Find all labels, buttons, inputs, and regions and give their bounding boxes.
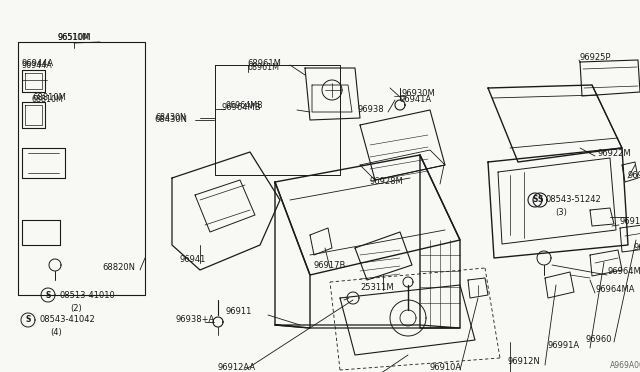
Text: 96941: 96941 (180, 256, 206, 264)
Text: 96960: 96960 (585, 336, 611, 344)
Text: 68810M: 68810M (32, 94, 64, 103)
Text: 96922M: 96922M (597, 148, 630, 157)
Text: 96964MB: 96964MB (222, 103, 262, 112)
Text: 08543-41042: 08543-41042 (40, 315, 96, 324)
Text: 08513-41010: 08513-41010 (60, 291, 116, 299)
Text: 96938+A: 96938+A (175, 315, 214, 324)
Text: 96913M: 96913M (627, 170, 640, 180)
Text: 96925P: 96925P (579, 52, 611, 61)
Text: 96510M: 96510M (58, 33, 90, 42)
Text: 96944A: 96944A (22, 61, 52, 71)
Text: 96911: 96911 (225, 308, 252, 317)
Text: (2): (2) (70, 304, 82, 312)
Text: 96917B: 96917B (314, 260, 346, 269)
Text: (3): (3) (555, 208, 567, 217)
Text: 68810M: 68810M (32, 93, 66, 103)
Text: 96964MA: 96964MA (596, 285, 636, 295)
Text: 68820N: 68820N (102, 263, 135, 273)
Text: 25311M: 25311M (360, 283, 394, 292)
Text: S: S (45, 291, 51, 299)
Text: 68430N: 68430N (154, 115, 187, 125)
Text: 96991A: 96991A (548, 340, 580, 350)
Text: S: S (538, 196, 543, 205)
Text: 96964M: 96964M (608, 267, 640, 276)
Text: 96510M: 96510M (58, 32, 92, 42)
Text: (4): (4) (50, 328, 61, 337)
Text: S: S (532, 196, 538, 205)
Text: 68430N: 68430N (155, 113, 186, 122)
Text: 96910A: 96910A (430, 363, 462, 372)
Text: 96964MB: 96964MB (225, 100, 262, 109)
Text: 96928M: 96928M (370, 177, 404, 186)
Text: A969A006P: A969A006P (610, 360, 640, 369)
Text: 96944A: 96944A (22, 60, 54, 68)
Text: 68961M: 68961M (247, 58, 281, 67)
Text: 96912N: 96912N (508, 357, 541, 366)
Text: 96930M: 96930M (402, 89, 436, 97)
Text: 68961M: 68961M (248, 64, 280, 73)
Text: S: S (26, 315, 31, 324)
Text: 96938: 96938 (358, 106, 385, 115)
Text: 08543-51242: 08543-51242 (545, 196, 601, 205)
Text: 96912AA: 96912AA (218, 363, 256, 372)
Text: 96911P: 96911P (634, 244, 640, 253)
Text: 96912NA: 96912NA (620, 218, 640, 227)
Text: 96941A: 96941A (400, 96, 432, 105)
